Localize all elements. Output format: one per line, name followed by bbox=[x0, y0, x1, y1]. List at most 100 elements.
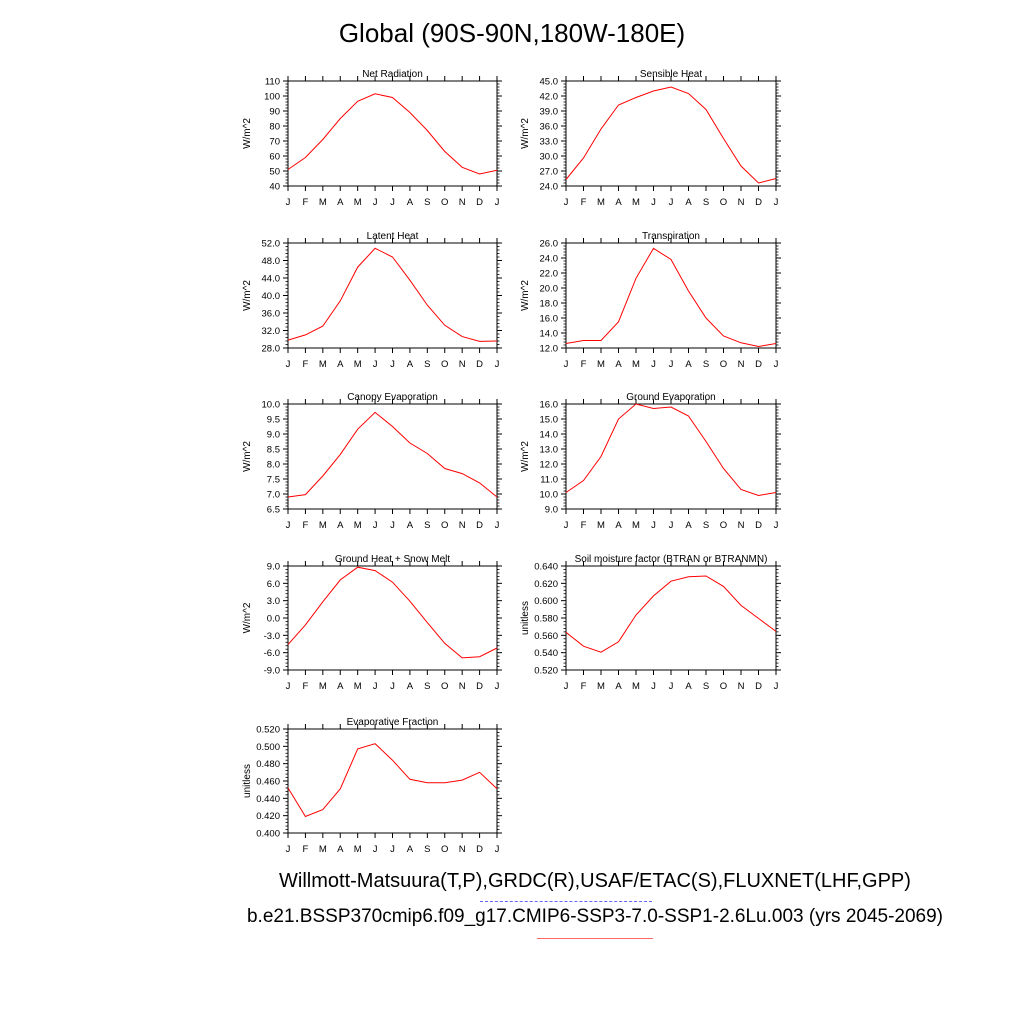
chart-panel: Soil moisture factor (BTRAN or BTRANMN) 0… bbox=[520, 554, 781, 692]
x-tick-label: N bbox=[459, 197, 466, 208]
series-line bbox=[287, 247, 498, 342]
x-tick-label: J bbox=[669, 359, 674, 370]
x-tick-label: A bbox=[615, 681, 622, 692]
x-tick-label: A bbox=[407, 681, 414, 692]
plot-frame bbox=[565, 80, 777, 187]
series-line bbox=[565, 86, 777, 184]
y-tick-label: 0.460 bbox=[256, 777, 280, 788]
x-tick-label: O bbox=[441, 520, 448, 531]
x-tick-label: O bbox=[441, 844, 448, 855]
y-tick-label: 0.0 bbox=[267, 614, 280, 625]
y-tick-label: 39.0 bbox=[540, 107, 559, 118]
x-tick-label: S bbox=[424, 359, 430, 370]
x-tick-label: M bbox=[632, 197, 640, 208]
x-tick-label: M bbox=[319, 681, 327, 692]
footer-datasets: Willmott-Matsuura(T,P),GRDC(R),USAF/ETAC… bbox=[279, 870, 911, 892]
y-tick-label: 9.0 bbox=[267, 430, 280, 441]
y-tick-label: 0.620 bbox=[534, 579, 558, 590]
y-tick-label: 6.0 bbox=[267, 579, 280, 590]
y-axis-label: W/m^2 bbox=[520, 441, 531, 472]
y-tick-label: 32.0 bbox=[262, 326, 281, 337]
x-tick-label: M bbox=[597, 681, 605, 692]
x-tick-label: D bbox=[476, 197, 483, 208]
y-tick-label: 36.0 bbox=[262, 309, 281, 320]
x-tick-label: N bbox=[738, 359, 745, 370]
x-tick-label: F bbox=[303, 520, 309, 531]
x-tick-label: N bbox=[459, 844, 466, 855]
x-tick-label: J bbox=[373, 520, 378, 531]
chart-panel: Latent Heat 28.0 32.0 36.0 40.0 44.0 48.0 52.0 J… bbox=[242, 231, 502, 370]
x-tick-label: M bbox=[354, 520, 362, 531]
y-tick-label: -9.0 bbox=[264, 666, 280, 677]
x-tick-label: S bbox=[424, 520, 430, 531]
x-tick-label: D bbox=[755, 359, 762, 370]
y-tick-label: 0.540 bbox=[534, 648, 558, 659]
y-tick-label: -6.0 bbox=[264, 648, 280, 659]
x-tick-label: M bbox=[597, 359, 605, 370]
x-tick-label: S bbox=[703, 520, 709, 531]
x-tick-label: O bbox=[441, 681, 448, 692]
y-tick-label: 15.0 bbox=[540, 415, 559, 426]
y-tick-label: 44.0 bbox=[262, 274, 281, 285]
y-tick-label: 8.5 bbox=[267, 445, 280, 456]
x-tick-label: M bbox=[354, 681, 362, 692]
y-tick-label: 18.0 bbox=[540, 299, 559, 310]
y-tick-label: 0.500 bbox=[256, 742, 280, 753]
x-tick-label: J bbox=[495, 359, 500, 370]
y-axis-label: W/m^2 bbox=[242, 441, 253, 472]
x-tick-label: J bbox=[651, 359, 656, 370]
x-tick-label: J bbox=[495, 197, 500, 208]
y-tick-label: 0.420 bbox=[256, 811, 280, 822]
x-tick-label: F bbox=[581, 359, 587, 370]
y-tick-label: 14.0 bbox=[540, 329, 559, 340]
chart-title: Latent Heat bbox=[367, 231, 419, 242]
chart-panel: Transpiration 12.0 14.0 16.0 18.0 20.0 22.0 24.… bbox=[520, 231, 781, 370]
x-tick-label: S bbox=[703, 359, 709, 370]
x-tick-label: J bbox=[373, 359, 378, 370]
x-tick-label: A bbox=[337, 359, 344, 370]
x-tick-label: N bbox=[738, 197, 745, 208]
x-tick-label: J bbox=[286, 844, 291, 855]
y-tick-label: 9.5 bbox=[267, 415, 280, 426]
x-tick-label: J bbox=[373, 681, 378, 692]
x-tick-label: M bbox=[354, 359, 362, 370]
x-tick-label: A bbox=[337, 197, 344, 208]
x-tick-label: N bbox=[459, 520, 466, 531]
x-tick-label: N bbox=[738, 681, 745, 692]
x-tick-label: S bbox=[703, 681, 709, 692]
x-tick-label: M bbox=[597, 197, 605, 208]
x-tick-label: O bbox=[720, 359, 727, 370]
x-tick-label: A bbox=[685, 359, 692, 370]
x-tick-label: J bbox=[390, 681, 395, 692]
y-axis-label: W/m^2 bbox=[242, 280, 253, 311]
x-tick-label: S bbox=[703, 197, 709, 208]
x-tick-label: S bbox=[424, 844, 430, 855]
x-tick-label: J bbox=[669, 681, 674, 692]
chart-title: Ground Evaporation bbox=[626, 392, 716, 403]
x-tick-label: M bbox=[319, 520, 327, 531]
footer-red-underline bbox=[537, 938, 653, 939]
x-tick-label: J bbox=[495, 681, 500, 692]
y-tick-label: 11.0 bbox=[540, 475, 558, 486]
y-axis-label: W/m^2 bbox=[520, 280, 531, 311]
chart-panel: Ground Evaporation 9.0 10.0 11.0 12.0 13.0 14.… bbox=[520, 392, 781, 531]
chart-panel: Ground Heat + Snow Melt -9.0 -6.0 -3.0 0.0 3.… bbox=[242, 554, 502, 692]
y-tick-label: 7.0 bbox=[267, 490, 280, 501]
y-tick-label: 40 bbox=[269, 182, 280, 193]
x-tick-label: O bbox=[720, 520, 727, 531]
x-tick-label: F bbox=[581, 520, 587, 531]
x-tick-label: O bbox=[720, 197, 727, 208]
y-tick-label: 12.0 bbox=[540, 344, 559, 355]
y-tick-label: 9.0 bbox=[545, 505, 558, 516]
x-tick-label: F bbox=[581, 197, 587, 208]
y-tick-label: 40.0 bbox=[262, 291, 281, 302]
chart-title: Soil moisture factor (BTRAN or BTRANMN) bbox=[575, 554, 768, 565]
x-tick-label: A bbox=[407, 844, 414, 855]
x-tick-label: J bbox=[390, 197, 395, 208]
x-tick-label: J bbox=[495, 520, 500, 531]
x-tick-label: D bbox=[755, 681, 762, 692]
x-tick-label: F bbox=[303, 681, 309, 692]
x-tick-label: J bbox=[774, 359, 779, 370]
